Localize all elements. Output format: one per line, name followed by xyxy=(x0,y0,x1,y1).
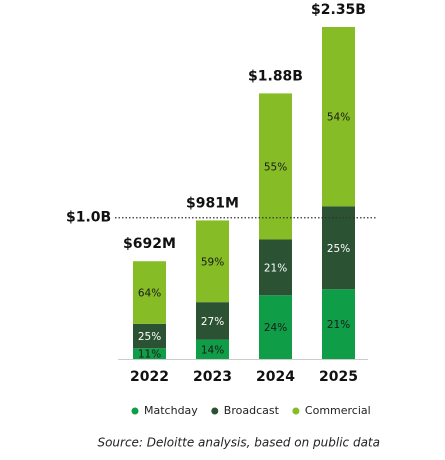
x-tick-label: 2022 xyxy=(130,369,169,385)
legend-label: Commercial xyxy=(305,404,371,417)
legend-swatch xyxy=(292,407,300,415)
reference-label: $1.0B xyxy=(66,210,111,226)
segment-label: 27% xyxy=(201,316,224,328)
total-label: $981M xyxy=(186,195,239,211)
segment-label: 21% xyxy=(264,262,287,274)
bar-segment xyxy=(196,220,229,303)
bar-segment xyxy=(196,339,229,359)
legend-swatch xyxy=(131,407,139,415)
segment-label: 55% xyxy=(264,161,287,173)
total-label: $1.88B xyxy=(248,68,303,84)
segment-label: 14% xyxy=(201,344,224,356)
bar-segment xyxy=(259,295,292,359)
bar-segment xyxy=(259,239,292,296)
bar-segment xyxy=(322,289,355,359)
bar-segment xyxy=(259,93,292,240)
segment-label: 11% xyxy=(138,349,161,361)
bar-segment xyxy=(196,302,229,340)
total-label: $692M xyxy=(123,236,176,252)
bar-segment xyxy=(133,261,166,324)
total-label: $2.35B xyxy=(311,2,366,18)
segment-label: 24% xyxy=(264,322,287,334)
segment-label: 25% xyxy=(327,243,350,255)
legend-label: Matchday xyxy=(144,404,198,417)
x-tick-label: 2025 xyxy=(319,369,358,385)
legend-swatch xyxy=(211,407,219,415)
segment-label: 21% xyxy=(327,319,350,331)
bar-segment xyxy=(322,27,355,207)
segment-label: 54% xyxy=(327,112,350,124)
bar-segment xyxy=(133,323,166,349)
bar-segment xyxy=(133,348,166,359)
x-tick-label: 2023 xyxy=(193,369,232,385)
bar-segment xyxy=(322,206,355,290)
legend-label: Broadcast xyxy=(224,404,280,417)
segment-label: 64% xyxy=(138,288,161,300)
segment-label: 25% xyxy=(138,331,161,343)
source-note: Source: Deloitte analysis, based on publ… xyxy=(97,436,380,450)
x-tick-label: 2024 xyxy=(256,369,295,385)
segment-label: 59% xyxy=(201,256,224,268)
